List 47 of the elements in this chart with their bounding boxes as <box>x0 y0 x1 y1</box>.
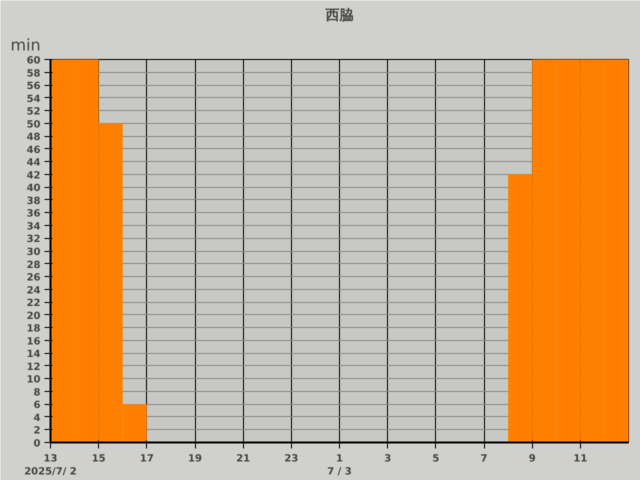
x-tick-label: 11 <box>573 454 588 464</box>
y-tick-label: 46 <box>26 144 41 156</box>
x-tick-label: 7 <box>480 454 488 464</box>
x-tick-label: 13 <box>44 454 58 464</box>
x-tick-label: 15 <box>92 454 106 464</box>
y-tick-label: 48 <box>26 132 41 144</box>
y-tick-label: 42 <box>26 170 41 182</box>
x-tick-label: 21 <box>236 454 250 464</box>
y-tick-label: 22 <box>26 298 41 310</box>
x-tick-label: 9 <box>528 454 536 464</box>
y-tick-label: 2 <box>34 426 41 437</box>
x-tick-label: 1 <box>336 454 344 464</box>
y-tick-label: 52 <box>26 106 41 118</box>
text: 7 / 3 <box>327 466 352 478</box>
x-tick-label: 3 <box>384 454 392 464</box>
y-tick-label: 32 <box>26 234 41 246</box>
y-tick-label: 34 <box>26 221 41 232</box>
y-tick-label: 28 <box>26 260 41 271</box>
x-tick-label: 19 <box>188 454 202 464</box>
y-tick-label: 50 <box>26 119 41 130</box>
y-tick-label: 12 <box>26 362 41 373</box>
y-tick-label: 44 <box>26 158 41 169</box>
y-tick-label: 36 <box>26 208 41 220</box>
chart-title: 西脇 <box>324 8 354 24</box>
text: 2025/7/ 2 <box>24 466 77 478</box>
y-tick-label: 10 <box>26 374 41 386</box>
y-tick-label: 26 <box>26 272 41 284</box>
y-axis-title: min <box>10 36 41 54</box>
y-tick-label: 56 <box>26 81 41 92</box>
y-tick-label: 6 <box>34 400 41 412</box>
y-tick-label: 30 <box>26 247 41 258</box>
y-tick-label: 38 <box>26 196 41 207</box>
y-tick-label: 4 <box>34 412 41 424</box>
y-tick-label: 58 <box>26 68 41 80</box>
x-tick-label: 17 <box>140 454 154 464</box>
x-tick-label: 5 <box>432 454 440 464</box>
y-tick-label: 54 <box>26 94 41 105</box>
y-tick-label: 18 <box>26 324 41 335</box>
y-tick-label: 0 <box>34 438 41 450</box>
x-tick-label: 23 <box>284 454 298 464</box>
y-tick-label: 24 <box>26 285 41 296</box>
y-tick-label: 16 <box>26 336 41 348</box>
y-tick-label: 14 <box>26 349 41 360</box>
y-tick-label: 8 <box>34 387 41 398</box>
y-tick-label: 60 <box>26 56 41 66</box>
y-tick-label: 40 <box>26 183 41 194</box>
y-tick-label: 20 <box>26 310 41 322</box>
